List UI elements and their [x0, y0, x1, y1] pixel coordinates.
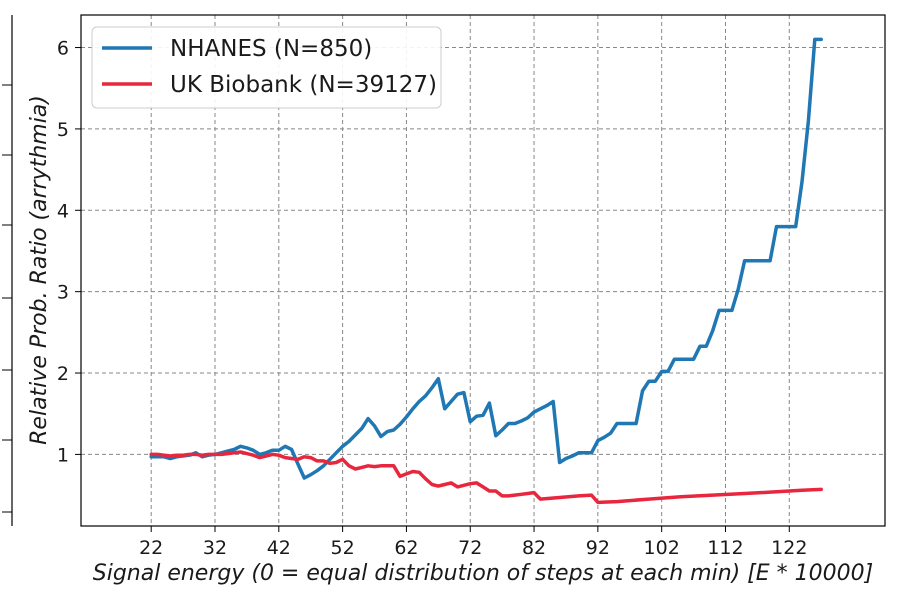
- x-tick-label: 102: [644, 537, 680, 559]
- x-axis-ticks: 22 32 42 52 62 72 82 92 102 112 122: [139, 526, 807, 559]
- y-tick-label: 5: [57, 119, 69, 141]
- x-tick-label: 22: [139, 537, 163, 559]
- x-tick-label: 112: [707, 537, 743, 559]
- y-tick-label: 4: [57, 200, 69, 222]
- legend: NHANES (N=850) UK Biobank (N=39127): [91, 26, 442, 109]
- y-axis-ticks: 1 2 3 4 5 6: [57, 38, 81, 466]
- x-tick-label: 42: [267, 537, 291, 559]
- x-tick-label: 72: [458, 537, 482, 559]
- x-tick-label: 32: [203, 537, 227, 559]
- x-tick-label: 62: [394, 537, 418, 559]
- y-tick-label: 1: [57, 444, 69, 466]
- y-axis-label: Relative Prob. Ratio (arrythmia): [27, 95, 52, 445]
- series-line-ukbiobank: [149, 450, 823, 505]
- x-axis-label: Signal energy (0 = equal distribution of…: [93, 561, 874, 586]
- x-tick-label: 122: [771, 537, 807, 559]
- x-tick-label: 52: [331, 537, 355, 559]
- x-tick-label: 82: [522, 537, 546, 559]
- y-tick-label: 3: [57, 282, 69, 304]
- y-tick-label: 2: [57, 363, 69, 385]
- x-tick-label: 92: [586, 537, 610, 559]
- plot-frame: [80, 14, 886, 527]
- legend-box: [91, 26, 442, 109]
- y-tick-label: 6: [57, 38, 69, 60]
- series-line-nhanes: [149, 37, 823, 480]
- series-lines: [149, 37, 823, 505]
- legend-label-nhanes: NHANES (N=850): [170, 36, 372, 62]
- left-axis-fragment-ticks: [2, 84, 12, 513]
- legend-label-ukbiobank: UK Biobank (N=39127): [170, 72, 437, 98]
